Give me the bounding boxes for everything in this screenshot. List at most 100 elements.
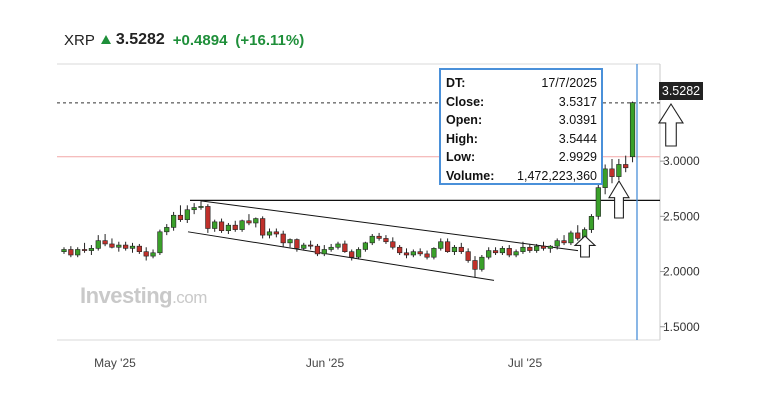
candle-body [143,251,149,257]
y-tick-label: 3.0000 [663,154,700,168]
tooltip-value: 17/7/2025 [541,76,597,90]
candle [109,238,115,249]
candle [513,249,519,258]
candle [335,241,341,250]
candle [266,228,273,239]
tooltip-value: 2.9929 [558,150,597,165]
candle-body [102,240,108,245]
up-arrow-icon [100,34,111,44]
candle-body [314,245,321,255]
candle-body [623,164,629,169]
candle-body [287,239,293,244]
candle-body [602,168,608,188]
candle-body [239,220,245,230]
candle [314,243,321,257]
candle-body [390,241,396,248]
candle [472,256,478,278]
candle [479,254,485,272]
candle [136,243,142,254]
candle-body [499,248,506,254]
candle-body [81,249,88,251]
candle-body [123,244,129,249]
candle-body [75,249,81,256]
price-up-arrow [657,102,685,147]
price-change-percent: (+16.11%) [235,31,305,49]
candle [575,225,581,241]
candle [383,235,389,244]
tooltip-row: DT: 17/7/2025 [446,74,597,93]
candle [376,232,382,241]
candle [225,222,232,235]
candle [349,249,355,261]
candle [123,241,129,251]
candle [431,247,437,260]
candle-body [136,245,142,252]
candle-body [410,251,416,256]
candle [417,248,423,257]
candle-body [479,256,485,270]
candle-body [451,246,458,252]
candle [561,235,567,246]
tooltip-key: Open: [446,113,483,128]
candle-body [260,218,266,236]
candle-body [164,227,170,233]
candle-body [212,221,218,229]
candle [616,158,622,180]
candle-body [88,248,94,251]
x-tick-label: Jul '25 [508,356,543,370]
candle [260,216,266,239]
candle [164,224,170,236]
candle [95,235,101,251]
tooltip-value: 3.5444 [558,131,597,146]
candle-body [266,231,273,236]
candle-body [355,249,362,258]
candle [61,247,67,254]
candle-body [307,244,314,247]
candle [609,158,615,184]
tooltip-row: Close: 3.5317 [446,93,597,112]
candle [81,242,88,253]
candle-body [534,245,540,251]
annotation-lines [57,64,660,340]
candle [198,200,204,210]
candle-body [486,250,492,258]
candle [307,240,314,250]
candle-body [588,216,595,230]
candle-body [575,232,581,239]
candle [554,238,560,250]
candle [540,241,547,251]
channel-upper-line [200,200,579,252]
candle [410,249,416,258]
candle-body [458,246,464,252]
tooltip-value: 3.5317 [558,94,597,109]
candle [321,245,327,257]
candle-body [321,249,327,255]
candle [280,230,286,248]
candle-body [492,250,499,254]
tooltip-key: DT: [446,76,466,90]
candle-body [116,244,122,248]
candle-body [561,240,567,244]
price-change: +0.4894 [172,31,228,49]
candle [129,242,136,253]
candle-body [225,224,232,232]
tooltip-key: High: [446,131,478,146]
candle [184,205,190,223]
candle [177,205,184,222]
candle [75,247,81,258]
x-axis: May '25 Jun '25 Jul '25 [94,356,542,370]
candle [362,241,369,252]
candle-body [198,206,204,208]
candle-body [362,242,369,250]
candle [294,238,300,252]
candle [492,247,499,255]
candle [246,214,252,226]
candle-body [150,252,156,257]
candle [218,218,225,233]
resistance-up-arrow [608,179,630,219]
candle-body [568,232,574,244]
symbol-label: XRP [64,31,95,49]
candle-body [595,187,601,217]
candle [150,249,156,259]
